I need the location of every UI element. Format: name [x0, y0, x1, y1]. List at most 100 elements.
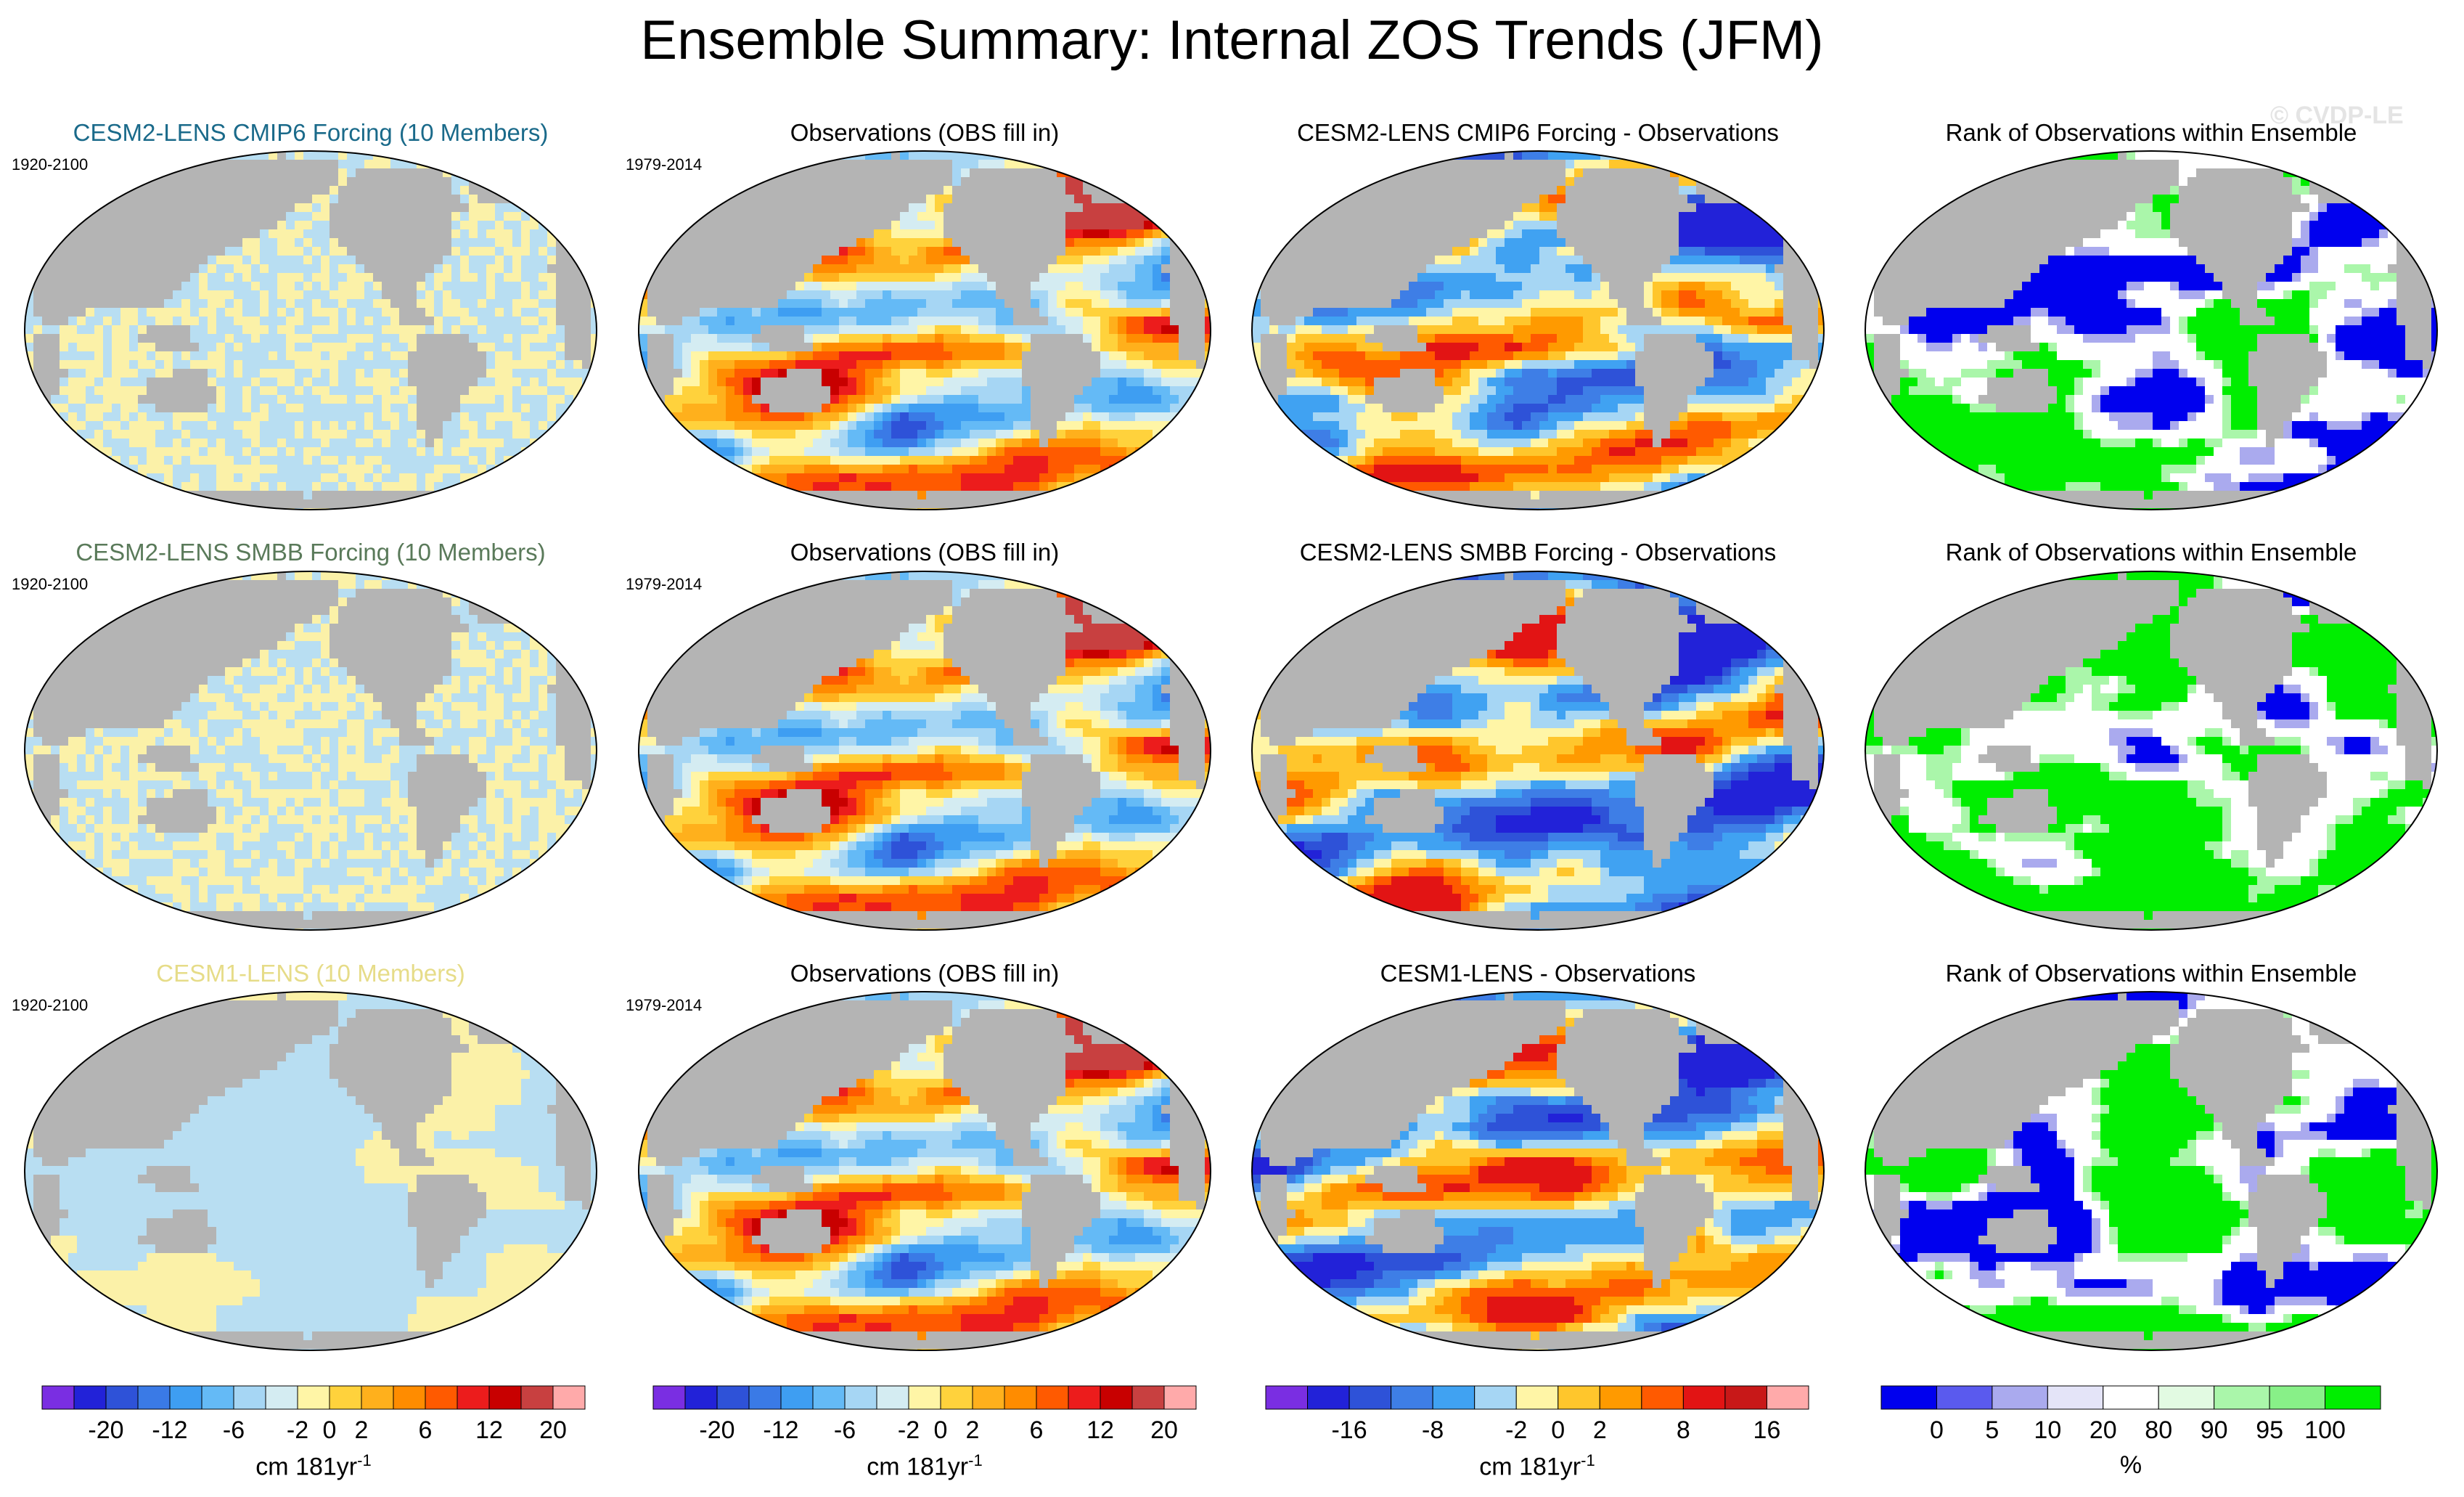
- colorbar-tick-label: 12: [1071, 1416, 1129, 1445]
- watermark: © CVDP-LE: [2270, 102, 2404, 130]
- colorbar-swatch: [1474, 1385, 1517, 1410]
- observations-map: [638, 571, 1211, 931]
- ensemble-map: [24, 571, 597, 931]
- colorbar-swatch: [748, 1385, 782, 1410]
- colorbar-tick-label: 0: [300, 1416, 359, 1445]
- colorbar-swatch: [393, 1385, 426, 1410]
- difference-panel-title: CESM1-LENS - Observations: [1233, 960, 1843, 987]
- colorbar-swatch: [1265, 1385, 1309, 1410]
- colorbar-units-label: %: [1986, 1451, 2276, 1480]
- colorbar-swatch: [457, 1385, 490, 1410]
- colorbar-swatch: [1432, 1385, 1475, 1410]
- units-exponent: -1: [1581, 1451, 1595, 1469]
- colorbar-swatch: [329, 1385, 362, 1410]
- units-exponent: -1: [968, 1451, 983, 1469]
- colorbar-swatch: [265, 1385, 298, 1410]
- colorbar-swatch: [1599, 1385, 1642, 1410]
- rank-map: [1865, 571, 2438, 931]
- colorbar-swatch: [1100, 1385, 1133, 1410]
- colorbar-swatch: [1163, 1385, 1197, 1410]
- colorbar-tick-label: -2: [880, 1416, 938, 1445]
- ensemble-period-label: 1920-2100: [12, 996, 88, 1015]
- observations-map: [638, 991, 1211, 1351]
- colorbar-tick-label: -6: [816, 1416, 874, 1445]
- colorbar-tick-label: -12: [141, 1416, 199, 1445]
- colorbar-swatch: [1515, 1385, 1559, 1410]
- colorbar-swatch: [1558, 1385, 1600, 1410]
- colorbar-swatch: [1641, 1385, 1684, 1410]
- colorbar-swatch: [201, 1385, 234, 1410]
- colorbar-swatch: [1131, 1385, 1165, 1410]
- rank-panel-title: Rank of Observations within Ensemble: [1846, 119, 2456, 147]
- colorbar-swatch: [1068, 1385, 1101, 1410]
- colorbar-tick-label: -8: [1404, 1416, 1462, 1445]
- units-text: cm 181yr: [867, 1453, 968, 1480]
- observations-period-label: 1979-2014: [626, 996, 702, 1015]
- colorbar-swatch: [2269, 1385, 2326, 1410]
- colorbar-tick-label: -2: [1487, 1416, 1545, 1445]
- colorbar-1: [652, 1385, 1197, 1410]
- ensemble-period-label: 1920-2100: [12, 155, 88, 174]
- colorbar-units-label: cm 181yr-1: [1392, 1451, 1682, 1481]
- colorbar-swatch: [552, 1385, 586, 1410]
- colorbar-swatch: [844, 1385, 877, 1410]
- colorbar-swatch: [1682, 1385, 1726, 1410]
- colorbar-swatch: [520, 1385, 554, 1410]
- colorbar-tick-label: 12: [460, 1416, 518, 1445]
- colorbar-swatch: [908, 1385, 941, 1410]
- colorbar-tick-label: 2: [1571, 1416, 1629, 1445]
- colorbar-tick-label: 0: [912, 1416, 970, 1445]
- difference-ocean-field: [1252, 151, 1824, 510]
- difference-map: [1251, 150, 1825, 510]
- colorbar-swatch: [940, 1385, 973, 1410]
- colorbar-swatch: [488, 1385, 522, 1410]
- colorbar-tick-label: 80: [2129, 1416, 2187, 1445]
- colorbar-tick-label: 5: [1963, 1416, 2021, 1445]
- colorbar-tick-label: 100: [2296, 1416, 2354, 1445]
- colorbar-tick-label: -12: [752, 1416, 810, 1445]
- colorbar-swatch: [1992, 1385, 2048, 1410]
- colorbar-swatch: [73, 1385, 107, 1410]
- colorbar-swatch: [297, 1385, 330, 1410]
- observations-panel-title: Observations (OBS fill in): [620, 539, 1229, 566]
- colorbar-tick-label: -16: [1320, 1416, 1378, 1445]
- colorbar-swatch: [780, 1385, 814, 1410]
- units-text: cm 181yr: [1479, 1453, 1581, 1480]
- ensemble-panel-title: CESM2-LENS CMIP6 Forcing (10 Members): [6, 119, 615, 147]
- observations-map: [638, 150, 1211, 510]
- colorbar-swatch: [972, 1385, 1005, 1410]
- colorbar-tick-label: 2: [332, 1416, 390, 1445]
- difference-ocean-field: [1252, 571, 1824, 930]
- ensemble-panel-title: CESM1-LENS (10 Members): [6, 960, 615, 987]
- colorbar-tick-label: -2: [269, 1416, 327, 1445]
- colorbar-swatch: [2325, 1385, 2381, 1410]
- difference-map: [1251, 991, 1825, 1351]
- colorbar-swatch: [137, 1385, 171, 1410]
- rank-ocean-field: [1865, 151, 2437, 510]
- colorbar-swatch: [2158, 1385, 2215, 1410]
- rank-panel-title: Rank of Observations within Ensemble: [1846, 960, 2456, 987]
- colorbar-tick-label: 2: [944, 1416, 1002, 1445]
- colorbar-tick-label: 8: [1654, 1416, 1712, 1445]
- observations-period-label: 1979-2014: [626, 155, 702, 174]
- colorbar-swatch: [1391, 1385, 1433, 1410]
- colorbar-swatch: [1880, 1385, 1937, 1410]
- difference-ocean-field: [1252, 992, 1824, 1350]
- colorbar-tick-label: 16: [1738, 1416, 1796, 1445]
- colorbar-swatch: [2103, 1385, 2159, 1410]
- ensemble-map: [24, 150, 597, 510]
- colorbar-tick-label: 0: [1529, 1416, 1587, 1445]
- colorbar-tick-label: 6: [396, 1416, 454, 1445]
- colorbar-swatch: [361, 1385, 394, 1410]
- colorbar-swatch: [2214, 1385, 2270, 1410]
- colorbar-swatch: [876, 1385, 909, 1410]
- colorbar-tick-label: -6: [205, 1416, 263, 1445]
- colorbar-swatch: [425, 1385, 458, 1410]
- colorbar-swatch: [812, 1385, 846, 1410]
- colorbar-3: [1880, 1385, 2381, 1410]
- rank-map: [1865, 150, 2438, 510]
- colorbar-swatch: [1724, 1385, 1767, 1410]
- ensemble-period-label: 1920-2100: [12, 575, 88, 594]
- colorbar-swatch: [716, 1385, 750, 1410]
- colorbar-swatch: [1348, 1385, 1392, 1410]
